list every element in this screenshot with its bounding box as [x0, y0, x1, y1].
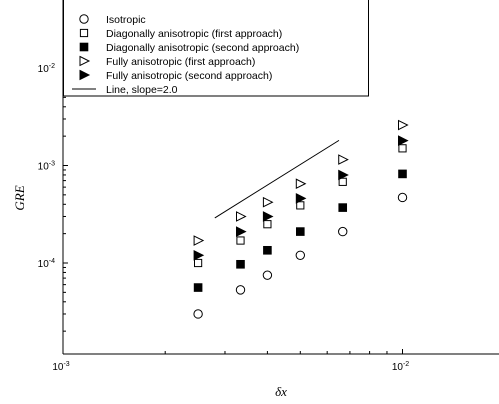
x-axis: 10-3 10-2 — [52, 349, 409, 373]
data-point — [399, 136, 408, 145]
data-point — [398, 193, 406, 201]
data-point — [399, 121, 408, 130]
data-point — [399, 145, 406, 152]
y-tick-label: 10-2 — [38, 63, 55, 75]
data-point — [297, 202, 304, 209]
legend-marker — [80, 43, 88, 51]
data-point — [237, 237, 244, 244]
y-axis-label: GRE — [12, 185, 27, 210]
data-point — [296, 251, 304, 259]
data-point — [339, 178, 346, 185]
markers — [194, 121, 408, 319]
y-tick-label: 10-4 — [38, 258, 55, 270]
legend-marker — [80, 15, 88, 23]
legend-label: Fully anisotropic (first approach) — [106, 56, 255, 68]
x-tick-label: 10-3 — [52, 361, 69, 373]
legend-marker — [80, 29, 87, 36]
x-axis-label: δx — [275, 384, 287, 399]
series-4 — [194, 121, 407, 245]
data-point — [236, 286, 244, 294]
series-5 — [194, 136, 407, 260]
data-point — [195, 259, 202, 266]
legend-label: Isotropic — [106, 14, 146, 26]
series-1 — [194, 193, 407, 318]
data-point — [263, 271, 271, 279]
slope-line — [215, 140, 339, 218]
series-6 — [215, 140, 339, 218]
data-point — [296, 179, 305, 188]
data-point — [339, 155, 348, 164]
data-point — [264, 246, 272, 254]
y-tick-label: 10-3 — [38, 161, 55, 173]
data-point — [237, 212, 246, 221]
data-point — [237, 227, 246, 236]
data-point — [194, 310, 202, 318]
legend-label: Fully anisotropic (second approach) — [106, 70, 272, 82]
data-point — [194, 251, 203, 260]
data-point — [237, 260, 245, 268]
series-2 — [195, 145, 407, 267]
legend-label: Diagonally anisotropic (first approach) — [106, 28, 282, 40]
data-point — [339, 227, 347, 235]
data-point — [263, 198, 272, 207]
series-3 — [194, 170, 406, 291]
data-point — [399, 170, 407, 178]
legend-label: Diagonally anisotropic (second approach) — [106, 42, 299, 54]
legend: Isotropic Diagonally anisotropic (first a… — [64, 0, 369, 96]
x-tick-label: 10-2 — [392, 361, 409, 373]
data-point — [297, 228, 305, 236]
data-point — [194, 236, 203, 245]
data-point — [264, 221, 271, 228]
data-point — [339, 204, 347, 212]
data-point — [263, 212, 272, 221]
data-point — [194, 284, 202, 292]
legend-label: Line, slope=2.0 — [106, 84, 178, 96]
